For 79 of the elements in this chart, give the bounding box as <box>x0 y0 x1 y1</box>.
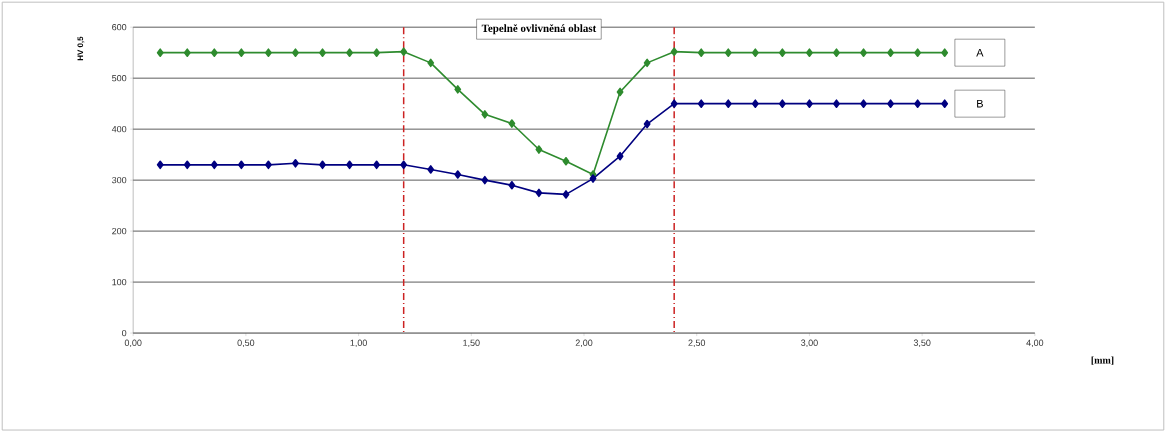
x-tick-label: 2,50 <box>688 339 706 347</box>
point <box>806 99 813 108</box>
point <box>454 84 462 94</box>
point <box>778 99 786 108</box>
y-tick-label: 200 <box>112 227 127 235</box>
x-tick-label: 1,00 <box>350 339 367 347</box>
y-tick-label: 300 <box>112 176 127 184</box>
point <box>156 160 164 170</box>
point <box>806 48 813 57</box>
point <box>319 48 326 57</box>
point <box>589 174 597 183</box>
point <box>535 188 543 198</box>
point <box>751 48 759 57</box>
point <box>724 48 732 57</box>
point <box>454 170 462 179</box>
point <box>264 160 272 170</box>
x-tick-label: 0,50 <box>237 339 255 347</box>
x-tick-label: 3,00 <box>801 339 818 347</box>
y-tick-label: 0 <box>122 329 127 337</box>
point <box>670 99 678 108</box>
point <box>237 160 245 170</box>
point <box>183 48 191 57</box>
point <box>210 48 218 57</box>
point <box>860 48 867 57</box>
point <box>751 99 759 108</box>
point <box>724 99 732 108</box>
point <box>887 99 895 108</box>
point <box>941 48 949 57</box>
y-tick-label: 500 <box>112 74 127 82</box>
point <box>697 48 705 57</box>
point <box>292 158 299 168</box>
annotation: Tepelně ovlivněná oblast <box>481 24 597 35</box>
point <box>914 48 922 57</box>
x-axis-title: [mm] <box>1091 356 1114 365</box>
y-tick-label: 600 <box>112 23 127 31</box>
point <box>346 48 353 57</box>
x-tick-label: 3,50 <box>913 339 931 347</box>
point <box>346 160 353 170</box>
point <box>373 160 381 170</box>
point <box>400 160 408 170</box>
point <box>237 48 245 57</box>
point <box>941 99 949 108</box>
point <box>643 58 651 68</box>
point <box>643 119 651 129</box>
point <box>264 48 272 57</box>
point <box>616 87 624 97</box>
x-tick-label: 4,00 <box>1026 339 1044 347</box>
point <box>887 48 895 57</box>
point <box>373 48 381 57</box>
point <box>427 165 435 174</box>
point <box>427 58 435 68</box>
point <box>292 48 299 57</box>
point <box>481 109 489 119</box>
point <box>860 99 867 108</box>
text: B <box>977 99 983 108</box>
point <box>535 145 543 154</box>
y-tick-label: 400 <box>111 125 127 133</box>
point <box>562 189 570 199</box>
point <box>156 48 164 57</box>
point <box>481 175 489 185</box>
point <box>183 160 191 170</box>
text: A <box>976 48 984 57</box>
x-tick-label: 1,50 <box>463 339 480 347</box>
point <box>616 151 624 161</box>
point <box>319 160 326 170</box>
point <box>778 48 786 57</box>
point <box>400 47 408 56</box>
point <box>697 99 705 108</box>
x-tick-label: 0,00 <box>124 339 142 347</box>
point <box>562 156 570 166</box>
point <box>670 47 678 56</box>
x-tick-label: 2,00 <box>575 339 593 347</box>
point <box>508 119 516 128</box>
point <box>508 180 516 190</box>
point <box>210 160 218 170</box>
y-tick-label: 100 <box>112 278 127 286</box>
point <box>833 99 840 108</box>
point <box>914 99 922 108</box>
point <box>833 48 840 57</box>
